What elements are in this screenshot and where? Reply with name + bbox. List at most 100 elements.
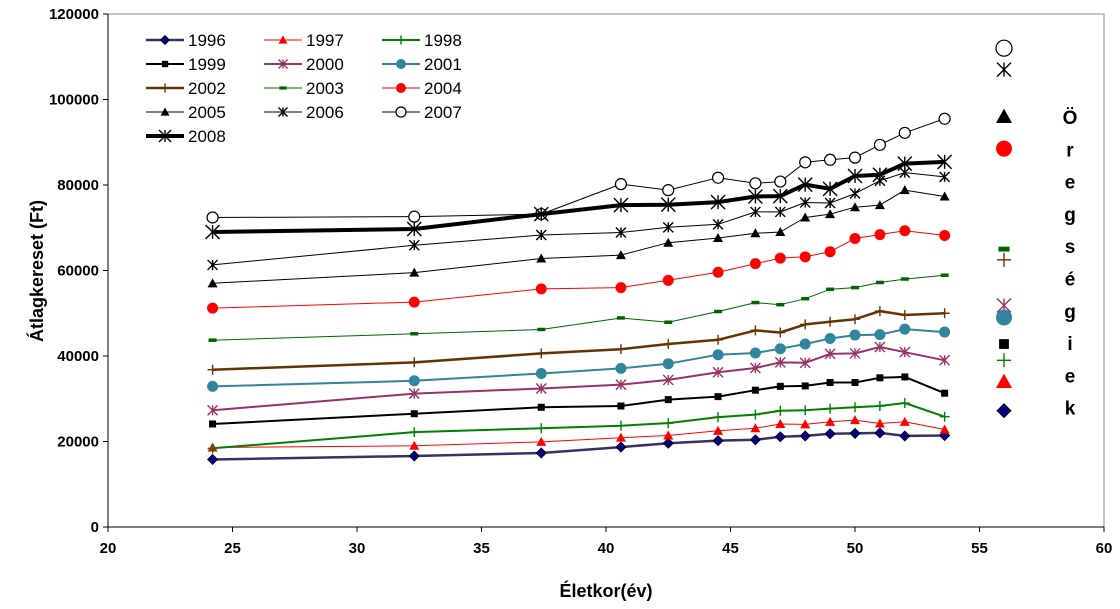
data-point-2002 xyxy=(663,339,674,350)
data-point-2007 xyxy=(206,211,219,224)
data-point-1997 xyxy=(536,436,547,446)
data-point-2007 xyxy=(662,184,675,197)
side-letter: g xyxy=(1064,302,1076,323)
data-point-2007 xyxy=(823,153,837,166)
legend-label: 1998 xyxy=(424,31,462,50)
series-line-2000 xyxy=(212,346,945,412)
data-point-2001 xyxy=(662,358,674,370)
legend-marker xyxy=(396,35,406,45)
data-point-2000 xyxy=(824,348,836,360)
data-point-2005 xyxy=(775,227,786,237)
data-point-2000 xyxy=(774,356,786,368)
series-2001 xyxy=(207,323,951,392)
data-point-1999 xyxy=(826,379,834,387)
side-letter: g xyxy=(1064,205,1076,226)
series-line-2005 xyxy=(212,189,945,284)
data-point-2004 xyxy=(824,246,836,258)
legend-label: 1999 xyxy=(188,55,226,74)
data-point-2005 xyxy=(850,202,860,212)
data-point-1998 xyxy=(850,402,860,413)
legend-entry-1997: 1997 xyxy=(264,31,344,50)
elder-point-2002 xyxy=(997,252,1011,267)
data-point-2002 xyxy=(899,309,910,320)
data-point-1998 xyxy=(939,411,950,422)
data-point-2003 xyxy=(714,309,723,314)
data-point-2006 xyxy=(712,218,724,230)
legend-entry-2000: 2000 xyxy=(264,55,344,74)
data-point-2004 xyxy=(939,229,951,241)
data-point-2004 xyxy=(899,225,911,237)
data-point-2003 xyxy=(900,277,909,281)
data-point-2004 xyxy=(774,252,786,264)
data-point-1999 xyxy=(751,386,759,394)
data-point-2000 xyxy=(408,388,420,400)
data-point-1999 xyxy=(901,373,909,381)
data-point-2004 xyxy=(408,296,420,308)
data-point-2007 xyxy=(711,171,725,184)
data-point-1997 xyxy=(825,416,836,426)
legend-label: 2001 xyxy=(424,55,462,74)
y-tick-label: 80000 xyxy=(57,177,99,194)
x-tick-label: 40 xyxy=(598,540,615,557)
legend-entry-2007: 2007 xyxy=(382,103,462,122)
y-tick-label: 20000 xyxy=(57,434,99,451)
legend-entry-2003: 2003 xyxy=(264,79,344,98)
data-point-1997 xyxy=(713,425,724,435)
data-point-2008 xyxy=(747,189,763,205)
legend-marker xyxy=(158,129,172,143)
legend: 1996 1997 1998 1999 2000 2001 2002 2003 2004 2005… xyxy=(146,31,462,146)
data-point-1997 xyxy=(775,418,786,428)
data-point-1996 xyxy=(824,428,836,440)
data-point-2000 xyxy=(799,357,811,369)
data-point-1998 xyxy=(874,401,885,412)
data-point-2008 xyxy=(613,197,629,213)
series-2005 xyxy=(207,185,950,288)
plot-frame xyxy=(107,13,1105,528)
data-point-2005 xyxy=(874,200,885,210)
data-point-2000 xyxy=(899,346,911,358)
data-point-2005 xyxy=(750,228,761,238)
data-point-1996 xyxy=(899,430,911,442)
data-point-2003 xyxy=(851,285,859,290)
data-point-2005 xyxy=(207,278,218,288)
side-letter: s xyxy=(1065,237,1076,258)
data-point-1997 xyxy=(939,424,950,434)
elder-point-1997 xyxy=(996,373,1012,389)
legend-entry-2008: 2008 xyxy=(146,127,226,146)
series-2004 xyxy=(207,225,951,314)
data-point-2006 xyxy=(408,239,420,251)
x-tick-label: 20 xyxy=(100,540,117,557)
side-letter: k xyxy=(1065,399,1076,420)
data-point-1996 xyxy=(615,441,627,453)
legend-label: 2000 xyxy=(306,55,344,74)
data-point-1998 xyxy=(750,409,761,420)
data-point-1999 xyxy=(851,379,859,387)
data-point-2003 xyxy=(776,302,785,307)
data-point-1997 xyxy=(800,419,811,429)
data-point-1998 xyxy=(825,403,836,414)
x-tick-label: 35 xyxy=(473,540,490,557)
series-2006 xyxy=(207,167,951,271)
series-1999 xyxy=(209,373,949,428)
data-point-2008 xyxy=(772,188,788,204)
data-point-2000 xyxy=(207,404,219,416)
data-point-1996 xyxy=(874,427,886,439)
legend-label: 1996 xyxy=(188,31,226,50)
series-2008 xyxy=(205,154,953,240)
data-point-1997 xyxy=(750,423,761,433)
data-point-1997 xyxy=(899,416,910,426)
data-point-2001 xyxy=(535,368,547,380)
data-point-2003 xyxy=(537,327,546,332)
data-point-2005 xyxy=(800,212,811,222)
y-axis-title: Átlagkereset (Ft) xyxy=(26,200,47,342)
series-line-2006 xyxy=(212,172,945,266)
legend-marker xyxy=(278,107,288,117)
data-point-2000 xyxy=(662,374,674,386)
data-point-2007 xyxy=(873,138,887,151)
data-point-2002 xyxy=(874,306,885,317)
data-point-1998 xyxy=(615,420,626,431)
series-line-2003 xyxy=(212,274,945,341)
data-point-2006 xyxy=(939,171,951,183)
data-point-1997 xyxy=(874,418,885,428)
